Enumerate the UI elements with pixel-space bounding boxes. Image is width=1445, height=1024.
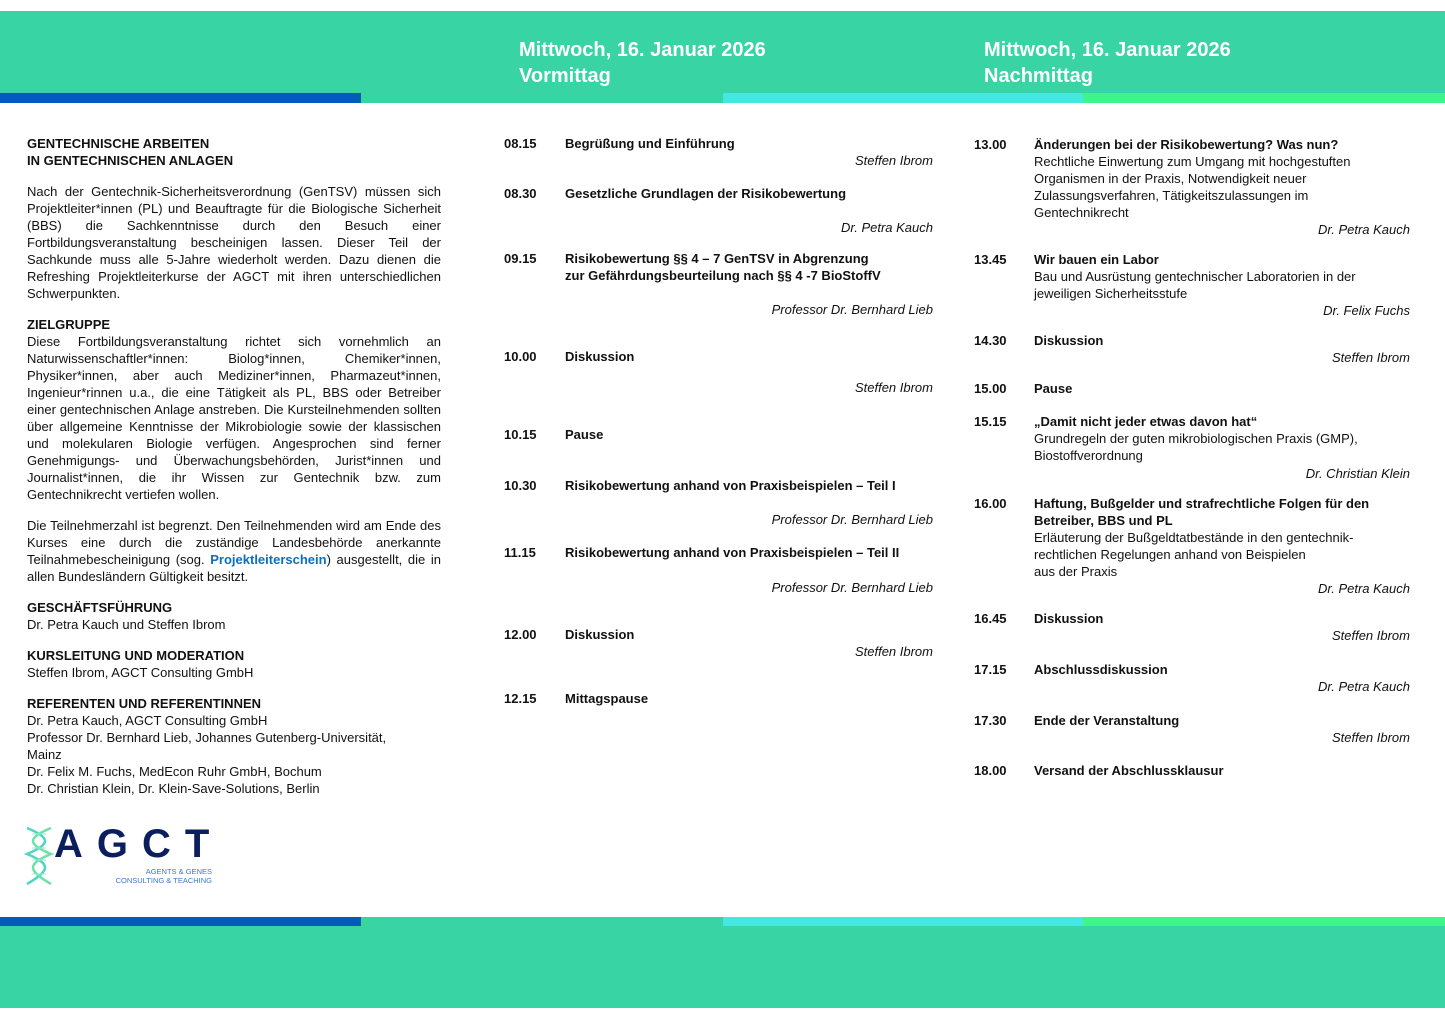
session-time: 13.45 [974, 252, 1007, 267]
speaker-line: Dr. Felix M. Fuchs, MedEcon Ruhr GmbH, B… [27, 764, 322, 779]
footer-band [0, 926, 1445, 1008]
session-title: Risikobewertung anhand von Praxisbeispie… [565, 545, 900, 560]
session-time: 10.00 [504, 349, 537, 364]
session-time: 08.15 [504, 136, 537, 151]
session-time: 14.30 [974, 333, 1007, 348]
footer-stripe-cyan [723, 917, 1083, 927]
session-time: 17.30 [974, 713, 1007, 728]
footer-stripe-teal [361, 917, 723, 927]
session-time: 15.00 [974, 381, 1007, 396]
stripe-blue [0, 93, 361, 103]
session-title: Mittagspause [565, 691, 649, 706]
session-speaker: Dr. Petra Kauch [1317, 581, 1410, 596]
speaker-line: Dr. Petra Kauch, AGCT Consulting GmbH [27, 713, 268, 728]
lead-text: Steffen Ibrom, AGCT Consulting GmbH [27, 665, 254, 680]
session-title: Gesetzliche Grundlagen der Risikobewertu… [565, 186, 847, 201]
session-time: 12.00 [504, 627, 537, 642]
session-title: Pause [1034, 381, 1073, 396]
agct-logo: AGCT AGENTS & GENES CONSULTING & TEACHIN… [24, 822, 224, 888]
speaker-line: Dr. Christian Klein, Dr. Klein-Save-Solu… [27, 781, 320, 796]
speaker-line: Mainz [27, 747, 62, 762]
session-time: 16.45 [974, 611, 1007, 626]
session-time: 10.15 [504, 427, 537, 442]
session-title: Diskussion [1034, 333, 1104, 348]
session-title: Risikobewertung anhand von Praxisbeispie… [565, 478, 896, 493]
session-speaker: Dr. Petra Kauch [840, 220, 933, 235]
session-time: 15.15 [974, 414, 1007, 429]
logo-line2: CONSULTING & TEACHING [115, 876, 212, 885]
footer-stripe-green [1083, 917, 1445, 927]
header-band [0, 11, 1445, 103]
session-title: Diskussion [565, 627, 635, 642]
session-title: Begrüßung und Einführung [565, 136, 735, 151]
management-text: Dr. Petra Kauch und Steffen Ibrom [27, 617, 226, 632]
logo-letters: AGCT [54, 822, 224, 866]
session-speaker: Steffen Ibrom [854, 644, 933, 659]
stripe-cyan [723, 93, 1083, 103]
intro-text: Nach der Gentechnik-Sicherheitsverordnun… [27, 184, 441, 301]
session-time: 13.00 [974, 137, 1007, 152]
afternoon-part: Nachmittag [984, 65, 1093, 87]
session-speaker: Steffen Ibrom [854, 153, 933, 168]
session-time: 10.30 [504, 478, 537, 493]
session-time: 17.15 [974, 662, 1007, 677]
intro-column: GENTECHNISCHE ARBEITEN IN GENTECHNISCHEN … [27, 135, 441, 811]
session-title: Versand der Abschlussklausur [1034, 763, 1224, 778]
logo-line1: AGENTS & GENES [145, 867, 212, 876]
session-speaker: Steffen Ibrom [854, 380, 933, 395]
afternoon-header: Mittwoch, 16. Januar 2026 Nachmittag [984, 37, 1231, 89]
session-speaker: Steffen Ibrom [1331, 628, 1410, 643]
speaker-line: Professor Dr. Bernhard Lieb, Johannes Gu… [27, 730, 387, 745]
afternoon-date: Mittwoch, 16. Januar 2026 [984, 39, 1231, 61]
participants-text: Die Teilnehmerzahl ist begrenzt. Den Tei… [27, 518, 441, 584]
lead-heading: KURSLEITUNG UND MODERATION [27, 648, 245, 663]
session-description: Rechtliche Einwertung zum Umgang mit hoc… [1034, 154, 1351, 220]
projektleiterschein-link[interactable]: Projektleiterschein [210, 552, 327, 567]
session-speaker: Professor Dr. Bernhard Lieb [771, 302, 933, 317]
session-title: Diskussion [1034, 611, 1104, 626]
session-time: 16.00 [974, 496, 1007, 511]
session-speaker: Professor Dr. Bernhard Lieb [771, 512, 933, 527]
session-time: 18.00 [974, 763, 1007, 778]
session-description: Bau und Ausrüstung gentechnischer Labora… [1034, 269, 1356, 301]
session-time: 11.15 [504, 545, 536, 560]
intro-title: GENTECHNISCHE ARBEITEN IN GENTECHNISCHEN … [27, 136, 234, 168]
session-speaker: Dr. Petra Kauch [1317, 679, 1410, 694]
session-title: Risikobewertung §§ 4 – 7 GenTSV in Abgre… [565, 251, 881, 283]
morning-date: Mittwoch, 16. Januar 2026 [519, 39, 766, 61]
target-text: Diese Fortbildungsveranstaltung richtet … [27, 334, 441, 502]
management-heading: GESCHÄFTSFÜHRUNG [27, 600, 173, 615]
session-title: Änderungen bei der Risikobewertung? Was … [1034, 137, 1339, 152]
target-heading: ZIELGRUPPE [27, 317, 111, 332]
session-description: Grundregeln der guten mikrobiologischen … [1034, 431, 1358, 463]
session-title: Diskussion [565, 349, 635, 364]
session-description: Erläuterung der Bußgeldtatbestände in de… [1034, 530, 1354, 579]
session-time: 08.30 [504, 186, 537, 201]
session-title: Wir bauen ein Labor [1034, 252, 1159, 267]
stripe-green [1083, 93, 1445, 103]
dna-icon [24, 826, 54, 886]
session-title: Haftung, Bußgelder und strafrechtliche F… [1034, 496, 1370, 528]
session-title: Ende der Veranstaltung [1034, 713, 1180, 728]
session-time: 12.15 [504, 691, 537, 706]
session-title: Pause [565, 427, 604, 442]
session-speaker: Professor Dr. Bernhard Lieb [771, 580, 933, 595]
session-speaker: Dr. Petra Kauch [1317, 222, 1410, 237]
session-title: Abschlussdiskussion [1034, 662, 1168, 677]
session-speaker: Dr. Christian Klein [1305, 466, 1410, 481]
session-title: „Damit nicht jeder etwas davon hat“ [1034, 414, 1258, 429]
morning-header: Mittwoch, 16. Januar 2026 Vormittag [519, 37, 766, 89]
morning-part: Vormittag [519, 65, 611, 87]
session-speaker: Steffen Ibrom [1331, 730, 1410, 745]
footer-stripe-blue [0, 917, 361, 927]
speakers-heading: REFERENTEN UND REFERENTINNEN [27, 696, 262, 711]
session-time: 09.15 [504, 251, 537, 266]
session-speaker: Dr. Felix Fuchs [1323, 303, 1410, 318]
session-speaker: Steffen Ibrom [1331, 350, 1410, 365]
